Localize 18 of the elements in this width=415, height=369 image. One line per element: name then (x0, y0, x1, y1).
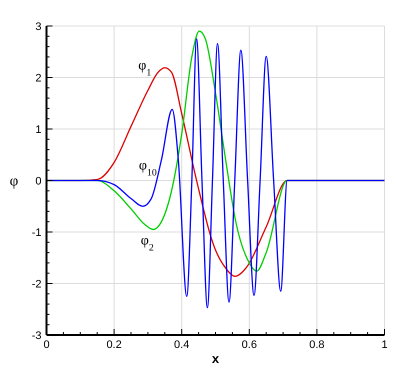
x-tick-label: 0.8 (309, 339, 325, 351)
x-tick-label: 1 (381, 339, 388, 351)
x-tick-label: 0.2 (106, 339, 122, 351)
y-tick-label: 3 (35, 21, 42, 33)
x-tick-label: 0.4 (174, 339, 190, 351)
y-tick-label: 1 (35, 124, 42, 136)
x-tick-label: 0 (43, 339, 50, 351)
y-tick-label: -3 (32, 330, 42, 342)
y-axis-title: φ (10, 174, 19, 190)
y-tick-label: 2 (35, 72, 42, 84)
x-axis-title: x (212, 351, 220, 366)
y-tick-label: -2 (32, 278, 42, 290)
y-tick-label: 0 (35, 176, 42, 188)
series-label: φ$_{10}$ (138, 158, 157, 178)
y-tick-label: -1 (32, 227, 42, 239)
series-label: φ$_{2}$ (140, 233, 154, 253)
series-label: φ$_{1}$ (138, 58, 152, 78)
x-tick-label: 0.6 (242, 339, 257, 351)
